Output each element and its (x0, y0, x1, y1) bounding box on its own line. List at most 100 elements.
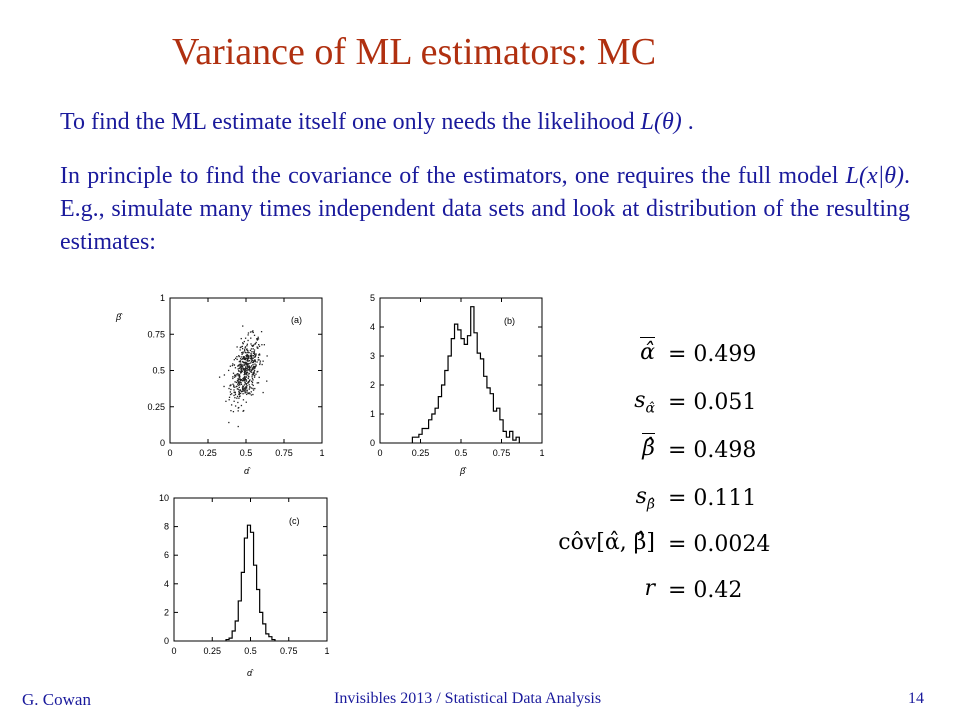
scatter-point (244, 382, 247, 384)
scatter-point (239, 380, 241, 383)
scatter-point (241, 353, 243, 356)
scatter-point (258, 376, 260, 379)
scatter-point (255, 373, 257, 375)
scatter-point (256, 338, 258, 340)
scatter-point (238, 367, 240, 370)
scatter-point (248, 351, 250, 354)
scatter-point (244, 346, 247, 348)
scatter-point (242, 361, 244, 363)
scatter-point (252, 366, 254, 369)
scatter-point (248, 366, 251, 369)
scatter-point (240, 369, 242, 371)
scatter-point (252, 389, 255, 391)
scatter-point (245, 372, 247, 374)
scatter-point (240, 356, 242, 358)
scatter-point (237, 370, 240, 372)
scatter-point (258, 359, 260, 361)
scatter-point (244, 378, 247, 380)
y-tick-label: 2 (370, 380, 375, 390)
scatter-point (241, 387, 244, 389)
scatter-point (234, 405, 237, 407)
scatter-point (245, 380, 248, 382)
x-tick-label: 1 (319, 448, 324, 458)
scatter-point (237, 378, 239, 380)
x-axis-label: α̂ (244, 466, 251, 476)
scatter-point (236, 356, 238, 358)
y-tick-label: 4 (370, 322, 375, 332)
scatter-point (235, 374, 237, 376)
scatter-point (250, 348, 253, 350)
scatter-point (238, 378, 240, 381)
scatter-point (245, 376, 248, 378)
scatter-point (246, 370, 248, 372)
scatter-point (251, 381, 254, 384)
correlation-symbol: r (644, 576, 655, 601)
scatter-point (242, 369, 245, 371)
scatter-point (244, 366, 247, 368)
panel-label: (b) (504, 316, 515, 326)
scatter-point (247, 357, 250, 359)
scatter-point (236, 379, 239, 382)
scatter-point (244, 375, 246, 378)
scatter-point (247, 369, 249, 371)
y-tick-label: 4 (164, 579, 169, 589)
scatter-point (236, 395, 239, 398)
scatter-point (239, 363, 242, 365)
scatter-point (251, 357, 253, 360)
x-tick-label: 0.5 (455, 448, 468, 458)
scatter-point (245, 387, 248, 389)
scatter-point (245, 363, 247, 365)
scatter-point (249, 368, 251, 370)
scatter-point (242, 385, 244, 387)
scatter-point (236, 388, 239, 390)
scatter-point (247, 392, 250, 395)
scatter-point (237, 383, 239, 385)
scatter-point (244, 363, 246, 365)
scatter-point (238, 389, 241, 391)
scatter-point (266, 380, 268, 382)
x-tick-label: 0.25 (199, 448, 217, 458)
y-tick-label: 1 (370, 409, 375, 419)
scatter-point (244, 392, 246, 394)
scatter-point (266, 355, 268, 357)
scatter-point (252, 355, 255, 357)
scatter-point (251, 377, 254, 380)
scatter-point (234, 393, 237, 396)
scatter-point (240, 379, 243, 381)
scatter-point (254, 359, 256, 362)
scatter-point (254, 363, 256, 365)
x-tick-label: 1 (324, 646, 329, 656)
scatter-point (239, 367, 242, 369)
scatter-point (257, 356, 260, 359)
scatter-point (240, 371, 243, 373)
scatter-point (249, 349, 252, 352)
scatter-point (223, 385, 225, 388)
scatter-point (252, 369, 254, 371)
scatter-point (252, 384, 254, 387)
scatter-point (248, 360, 251, 362)
footer-author: G. Cowan (22, 690, 91, 709)
scatter-point (250, 371, 252, 374)
scatter-point (247, 332, 250, 334)
scatter-point (248, 368, 250, 370)
y-tick-label: 0 (164, 636, 169, 646)
scatter-point (244, 337, 247, 339)
scatter-point (255, 354, 257, 356)
scatter-point (238, 377, 240, 379)
scatter-point (246, 364, 249, 366)
scatter-point (236, 358, 238, 361)
full-model-symbol: L(x|θ) (845, 163, 904, 189)
scatter-point (236, 346, 238, 348)
scatter-point (254, 374, 256, 377)
scatter-plot-a: 0 0.25 0.5 0.75 1 0 0.25 0.5 0.75 1 (a) α̂ β̂ (115, 293, 325, 476)
scatter-point (239, 378, 242, 380)
scatter-point (254, 343, 256, 345)
scatter-point (245, 386, 248, 388)
scatter-point (253, 369, 256, 372)
scatter-point (254, 355, 257, 357)
y-tick-label: 6 (164, 550, 169, 560)
scatter-point (251, 367, 253, 370)
scatter-point (232, 376, 234, 378)
footer-venue: Invisibles 2013 / Statistical Data Analy… (334, 690, 602, 707)
scatter-point (236, 373, 238, 375)
